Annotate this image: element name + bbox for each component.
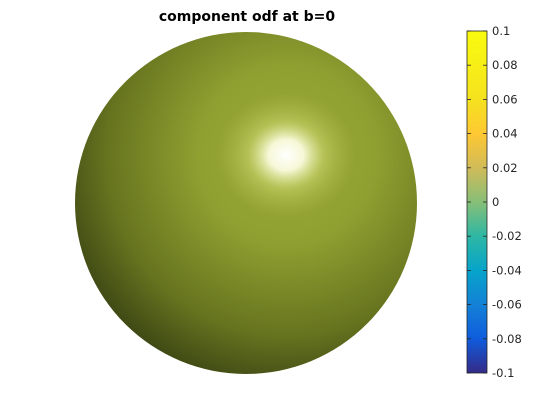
colorbar-tick-label: -0.02 bbox=[492, 229, 522, 243]
colorbar-tick-label: -0.1 bbox=[492, 366, 514, 380]
colorbar-tick-label: 0.08 bbox=[492, 58, 518, 72]
colorbar-tick-label: 0.06 bbox=[492, 92, 518, 106]
colorbar: 0.1 0.08 0.06 0.04 0.02 0 -0.02 -0.04 -0.06 -0.08… bbox=[466, 24, 522, 380]
chart-title: component odf at b=0 bbox=[158, 9, 336, 25]
colorbar-tick-label: 0.04 bbox=[492, 127, 518, 141]
sphere-specular-highlight bbox=[216, 93, 356, 217]
colorbar-tick-label: 0 bbox=[492, 195, 499, 209]
colorbar-tick-label: -0.04 bbox=[492, 263, 522, 277]
colorbar-tick-label: 0.1 bbox=[492, 24, 510, 38]
odf-sphere bbox=[75, 32, 417, 374]
colorbar-tick-label: -0.08 bbox=[492, 332, 522, 346]
colorbar-tick-label: -0.06 bbox=[492, 298, 522, 312]
colorbar-tick-label: 0.02 bbox=[492, 161, 518, 175]
